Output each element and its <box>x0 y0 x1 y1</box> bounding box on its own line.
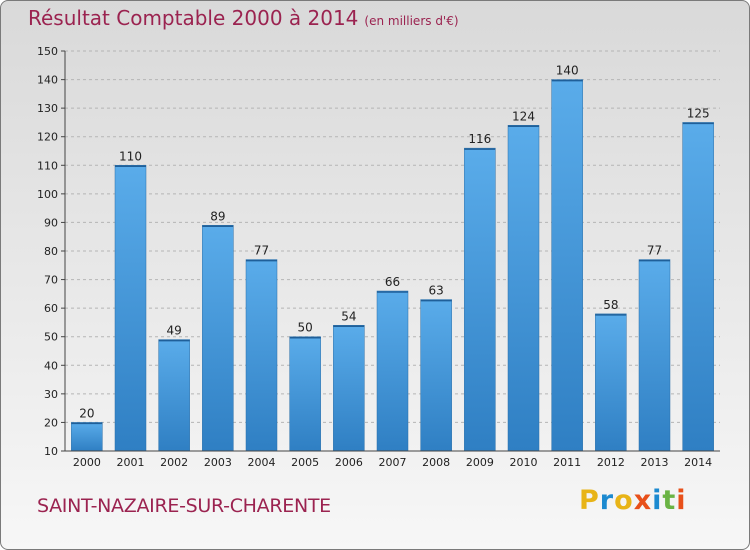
y-tick-label: 150 <box>37 45 58 58</box>
bar-2014 <box>682 122 714 452</box>
logo-letter: i <box>652 485 663 516</box>
data-label: 63 <box>429 284 444 298</box>
y-tick-label: 20 <box>44 416 58 429</box>
logo-letter: r <box>599 485 615 516</box>
logo-letter: P <box>579 485 600 516</box>
y-tick-label: 90 <box>44 216 58 229</box>
data-label: 58 <box>603 298 618 312</box>
unit-label: (en milliers d'€) <box>364 14 459 28</box>
bar-2003 <box>202 225 234 452</box>
x-tick-label: 2003 <box>204 456 232 469</box>
x-tick-label: 2002 <box>160 456 188 469</box>
bar-2008 <box>420 299 452 452</box>
data-label: 20 <box>79 406 94 420</box>
y-tick-label: 40 <box>44 359 58 372</box>
y-axis: 10 20 30 40 50 60 70 80 90 100 110 120 130 140 150 <box>37 45 66 458</box>
bar-2013 <box>638 259 671 452</box>
x-tick-label: 2012 <box>597 456 625 469</box>
logo-letter: x <box>633 485 653 516</box>
x-tick-label: 2008 <box>422 456 450 469</box>
y-tick-label: 30 <box>44 388 58 401</box>
y-tick-label: 100 <box>37 188 58 201</box>
y-tick-label: 60 <box>44 302 58 315</box>
data-label: 49 <box>167 324 182 338</box>
data-label: 110 <box>119 149 142 163</box>
x-tick-label: 2005 <box>291 456 319 469</box>
x-tick-label: 2000 <box>73 456 101 469</box>
commune-name: SAINT-NAZAIRE-SUR-CHARENTE <box>37 495 331 517</box>
y-tick-label: 80 <box>44 245 58 258</box>
data-label: 77 <box>647 244 662 258</box>
proxiti-logo: Proxiti <box>579 485 687 516</box>
bar-2000 <box>71 422 103 452</box>
y-tick-label: 70 <box>44 274 58 287</box>
data-label: 50 <box>298 321 313 335</box>
y-tick-label: 10 <box>44 445 58 458</box>
data-label: 116 <box>468 132 491 146</box>
bar-2011 <box>551 79 583 452</box>
x-tick-label: 2010 <box>510 456 538 469</box>
x-tick-label: 2004 <box>248 456 276 469</box>
bar-2004 <box>245 259 278 452</box>
x-tick-label: 2009 <box>466 456 494 469</box>
bar-2007 <box>376 290 409 452</box>
logo-letter: i <box>676 485 687 516</box>
data-label: 89 <box>210 209 225 223</box>
x-tick-label: 2006 <box>335 456 363 469</box>
bars: 20 110 49 89 77 50 54 66 63 116 124 140 58 77 125 <box>71 64 714 452</box>
y-tick-label: 140 <box>37 74 58 87</box>
x-tick-label: 2007 <box>379 456 407 469</box>
y-tick-label: 110 <box>37 159 58 172</box>
bar-2012 <box>595 313 627 452</box>
logo-letter: t <box>662 485 677 516</box>
y-tick-label: 50 <box>44 331 58 344</box>
x-axis: 2000 2001 2002 2003 2004 2005 2006 2007 2008 2009… <box>65 450 720 469</box>
title-text: Résultat Comptable 2000 à 2014 <box>28 6 359 30</box>
data-label: 54 <box>341 309 356 323</box>
data-label: 66 <box>385 275 400 289</box>
data-label: 124 <box>512 109 535 123</box>
y-tick-label: 120 <box>37 131 58 144</box>
bar-2009 <box>464 147 496 452</box>
data-label: 77 <box>254 244 269 258</box>
x-tick-label: 2011 <box>553 456 581 469</box>
x-tick-label: 2013 <box>641 456 669 469</box>
bar-2005 <box>289 336 321 452</box>
chart-title: Résultat Comptable 2000 à 2014 (en millie… <box>28 6 459 30</box>
bar-2001 <box>114 165 147 452</box>
logo-letter: o <box>614 485 634 516</box>
bar-2002 <box>158 339 190 452</box>
x-tick-label: 2001 <box>117 456 145 469</box>
data-label: 140 <box>556 64 579 78</box>
bar-2006 <box>333 325 365 452</box>
bar-2010 <box>507 125 540 452</box>
y-tick-label: 130 <box>37 102 58 115</box>
data-label: 125 <box>687 106 710 120</box>
x-tick-label: 2014 <box>684 456 712 469</box>
